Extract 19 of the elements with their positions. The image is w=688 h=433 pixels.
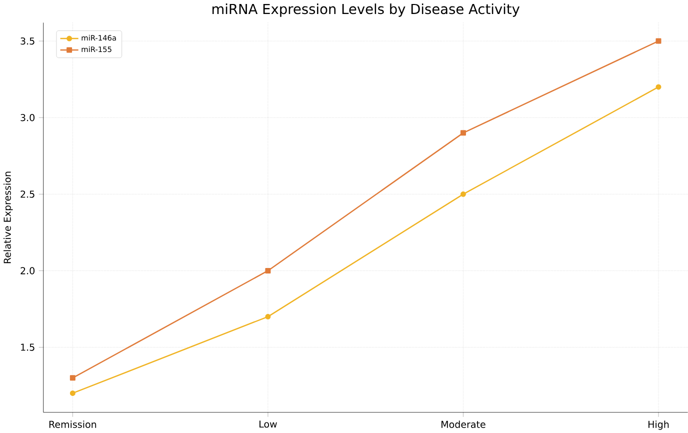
y-axis-title: Relative Expression — [4, 172, 13, 263]
y-tick-label: 1.5 — [21, 344, 34, 351]
x-tick-label: Moderate — [442, 420, 486, 428]
x-tick-label: Remission — [49, 420, 96, 428]
point — [460, 130, 466, 136]
x-tick-label: High — [648, 420, 669, 430]
y-tick-label: 2.5 — [20, 190, 34, 198]
point — [265, 268, 271, 274]
point — [265, 314, 271, 320]
chart-title: miRNA Expression Levels by Disease Activity — [212, 3, 520, 17]
y-tick-label: 3.5 — [20, 37, 34, 44]
x-tick-label: Low — [260, 420, 277, 428]
point — [460, 191, 466, 197]
y-tick-label: 2.0 — [20, 266, 34, 274]
point — [70, 374, 76, 380]
point — [656, 38, 662, 44]
y-tick-label: 3.0 — [20, 114, 34, 122]
point — [70, 390, 76, 396]
point — [656, 84, 662, 90]
